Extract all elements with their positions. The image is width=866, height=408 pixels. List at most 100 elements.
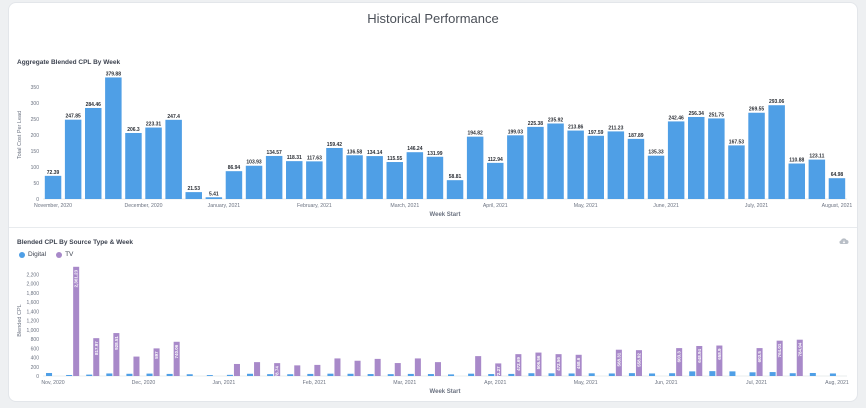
bar-tv-value-label: 278.74 [275, 366, 280, 380]
bar-digital [347, 373, 354, 376]
bar-tv [414, 358, 421, 376]
bar-digital [588, 373, 595, 376]
bar [688, 116, 705, 199]
x-tick-label: Apr, 2021 [484, 380, 506, 386]
bar [346, 155, 363, 199]
x-tick-label: April, 2021 [483, 203, 508, 209]
legend-item-digital[interactable]: Digital [19, 251, 46, 258]
bar-tv-value-label: 658.9 [717, 348, 722, 360]
bar-digital [226, 374, 233, 376]
bar [828, 178, 846, 199]
bar-value-label: 146.24 [407, 146, 423, 152]
bar-tv [274, 363, 281, 376]
bar-tv [254, 362, 261, 376]
bar-tv [173, 341, 180, 376]
bar-value-label: 284.46 [86, 102, 102, 108]
bar-tv [354, 360, 361, 376]
x-tick-label: Jul, 2021 [746, 380, 767, 386]
bar-tv-value-label: 472.56 [556, 357, 561, 371]
x-tick-label: Mar, 2021 [393, 380, 416, 386]
bar-digital [468, 373, 475, 376]
bar-value-label: 115.55 [387, 156, 402, 162]
bar-digital [66, 374, 73, 376]
bar-tv [676, 348, 683, 376]
bar-tv [475, 356, 482, 376]
bar-value-label: 269.55 [749, 107, 765, 113]
bar [326, 147, 343, 199]
y-tick-label: 150 [31, 149, 40, 155]
bar-digital [689, 371, 696, 376]
bar-digital [206, 375, 213, 376]
y-tick-label: 1,200 [26, 319, 39, 325]
source-type-cpl-chart: 0 200 400 600 800 1,000 1,200 1,400 1,600 1,800 2,… [17, 266, 849, 395]
bar-tv-value-label: 928.51 [114, 336, 119, 350]
y-axis-title: Total Cost Per Lead [17, 111, 23, 159]
bar [85, 107, 102, 199]
bar-tv [756, 348, 763, 376]
x-tick-label: December, 2020 [124, 203, 162, 209]
bar-value-label: 134.57 [267, 150, 283, 156]
bar-value-label: 167.53 [729, 139, 745, 145]
bar-value-label: 197.59 [588, 130, 604, 136]
bar-value-label: 134.14 [367, 150, 383, 156]
bar-value-label: 72.39 [47, 170, 60, 176]
bar [627, 138, 645, 199]
legend-item-tv[interactable]: TV [56, 251, 73, 258]
bar-tv [93, 338, 100, 376]
bar-value-label: 136.58 [347, 149, 363, 155]
bar-value-label: 58.81 [449, 174, 462, 180]
bar-digital [608, 373, 615, 376]
bar-value-label: 135.33 [648, 150, 664, 156]
bar-tv-value-label: 603.3 [677, 351, 682, 363]
x-tick-label: August, 2021 [822, 203, 853, 209]
bar-tv-value-label: 603.5 [757, 351, 762, 363]
bar [205, 197, 223, 199]
y-tick-label: 600 [31, 346, 40, 352]
bar-value-label: 110.88 [789, 158, 804, 164]
bar-value-label: 211.23 [608, 125, 623, 131]
bar-digital [628, 373, 635, 376]
y-tick-label: 1,800 [26, 291, 39, 297]
bar-digital [669, 373, 676, 376]
y-tick-label: 1,000 [26, 328, 39, 334]
bar [567, 130, 584, 199]
bar [446, 180, 464, 199]
bar-tv-value-label: 458.6 [576, 357, 581, 369]
bar-tv [716, 345, 723, 376]
bar-tv [776, 340, 783, 376]
bar-value-label: 247.4 [167, 114, 180, 120]
bar [165, 119, 182, 199]
bar [768, 105, 785, 199]
y-tick-label: 100 [31, 165, 40, 171]
legend-label-tv: TV [65, 251, 74, 258]
bar-value-label: 123.11 [809, 154, 824, 160]
y-tick-label: 250 [31, 117, 40, 123]
bar [647, 155, 665, 199]
bar-tv [153, 348, 160, 376]
bar-value-label: 379.88 [106, 71, 122, 77]
bar-tv-value-label: 817.97 [94, 341, 99, 355]
y-axis-title: Blended CPL [17, 304, 23, 336]
bar-tv [294, 365, 301, 376]
chart1-title: Aggregate Blended CPL By Week [17, 59, 121, 66]
bar-tv-value-label: 740.06 [174, 344, 179, 358]
bar-value-label: 206.3 [127, 127, 140, 133]
bar-value-label: 64.98 [831, 172, 844, 178]
bar-tv [495, 363, 502, 376]
bar-value-label: 235.92 [548, 118, 564, 124]
x-axis-title: Week Start [430, 389, 461, 395]
bar-digital [568, 373, 575, 376]
bar-tv-value-label: 568.31 [616, 352, 621, 366]
bar-tv [635, 350, 642, 376]
bar-tv-value-label: 272.27 [496, 366, 501, 380]
y-tick-label: 0 [36, 197, 39, 203]
bar-digital [809, 372, 816, 376]
bar-tv-value-label: 764.01 [777, 343, 782, 357]
bar-value-label: 117.63 [307, 155, 322, 161]
y-tick-label: 800 [31, 337, 40, 343]
bar-value-label: 247.85 [66, 114, 82, 120]
cloud-download-icon[interactable] [839, 237, 849, 245]
bar-tv [394, 363, 401, 376]
y-tick-label: 50 [33, 181, 39, 187]
bar-tv-value-label: 472.69 [516, 357, 521, 371]
